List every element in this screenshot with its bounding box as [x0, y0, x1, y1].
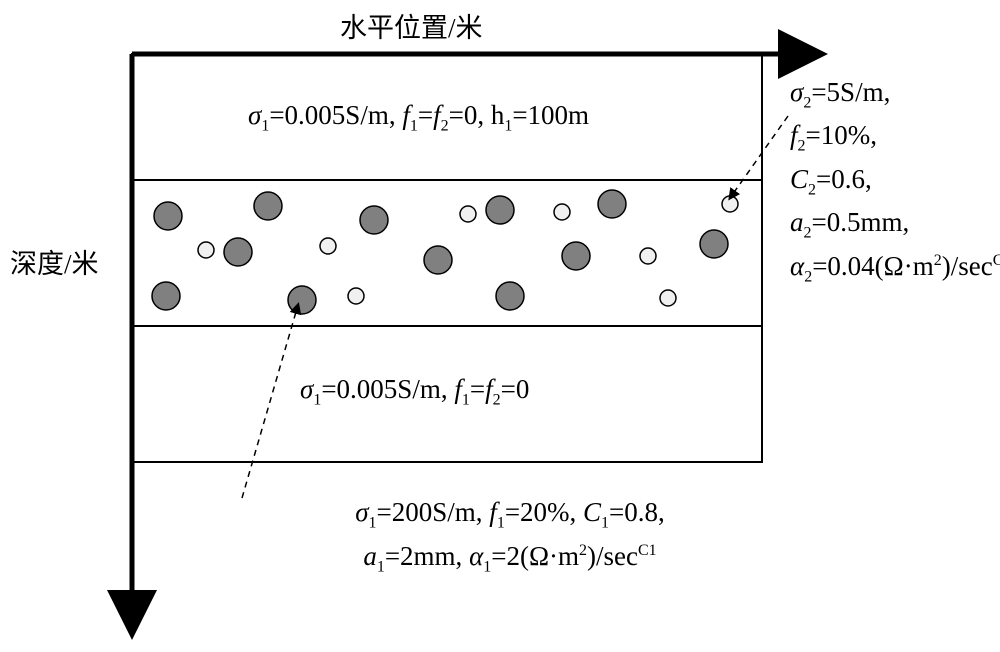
bottom-annotation: σ1=200S/m, f1=20%, C1=0.8, a1=2mm, α1=2(…	[230, 492, 790, 580]
diagram-root: 水平位置/米 深度/米 σ1=0.005S/m, f1=f2=0, h1=100…	[0, 0, 1000, 647]
layer3-label: σ1=0.005S/m, f1=f2=0	[300, 374, 529, 409]
y-axis-title: 深度/米	[10, 242, 99, 281]
right-annotation: σ2=5S/m, f2=10%, C2=0.6, a2=0.5mm, α2=0.…	[790, 72, 1000, 289]
x-axis-title: 水平位置/米	[340, 6, 483, 45]
layer1-label: σ1=0.005S/m, f1=f2=0, h1=100m	[248, 100, 589, 135]
